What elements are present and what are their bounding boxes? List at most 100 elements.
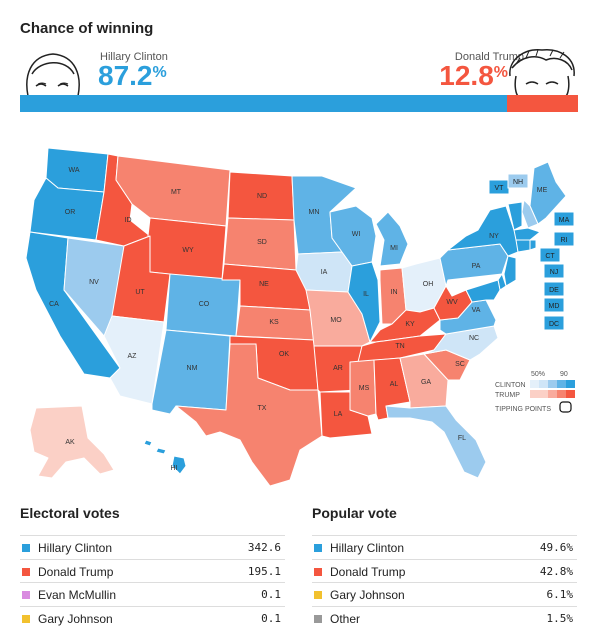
electoral-votes-row: Donald Trump 195.1 — [20, 558, 285, 583]
state-label-CO: CO — [199, 301, 210, 308]
legend-swatch — [314, 591, 322, 599]
state-IL[interactable] — [347, 261, 381, 343]
state-AK[interactable] — [29, 405, 115, 479]
chance-bar — [20, 95, 578, 112]
small-state-box-DC[interactable]: DC — [543, 315, 565, 331]
legend-swatch — [22, 544, 30, 552]
state-label-UT: UT — [135, 289, 145, 296]
legend-tipping-label: TIPPING POINTS — [495, 406, 551, 413]
state-TX[interactable] — [175, 343, 323, 487]
small-state-box-MD[interactable]: MD — [543, 297, 565, 313]
candidate-name: Donald Trump — [330, 564, 406, 579]
candidate-value: 1.5% — [546, 611, 574, 625]
state-VT[interactable] — [507, 201, 523, 231]
state-label-MT: MT — [171, 189, 182, 196]
small-state-box-CT[interactable]: CT — [539, 247, 561, 263]
small-state-label-MD: MD — [549, 303, 560, 310]
state-label-NY: NY — [489, 233, 499, 240]
state-label-AZ: AZ — [128, 353, 138, 360]
state-AZ[interactable] — [103, 315, 165, 405]
candidate-value: 49.6% — [539, 541, 573, 554]
small-state-label-VT: VT — [495, 185, 505, 192]
state-label-SC: SC — [455, 361, 465, 368]
legend-swatch-rep — [557, 390, 566, 398]
candidate-name: Gary Johnson — [38, 611, 113, 626]
state-label-OR: OR — [65, 209, 76, 216]
state-label-KS: KS — [269, 319, 279, 326]
state-label-MI: MI — [390, 245, 398, 252]
small-state-box-DE[interactable]: DE — [543, 281, 565, 297]
legend-swatch — [22, 614, 30, 623]
candidate-value: 0.1 — [261, 611, 281, 625]
state-label-WI: WI — [352, 231, 361, 238]
state-HI[interactable] — [143, 439, 187, 475]
legend-swatch — [314, 567, 322, 576]
state-NM[interactable] — [151, 329, 231, 415]
state-NY[interactable] — [447, 205, 519, 257]
state-label-OK: OK — [279, 351, 289, 358]
legend-swatch-rep — [530, 390, 539, 398]
trump-chance-bar — [506, 95, 578, 112]
state-label-FL: FL — [458, 435, 466, 442]
candidate-value: 42.8% — [539, 564, 573, 578]
state-MD[interactable] — [465, 279, 501, 303]
small-state-box-RI[interactable]: RI — [553, 231, 575, 247]
candidate-name: Gary Johnson — [330, 588, 405, 602]
state-label-ID: ID — [125, 217, 132, 224]
state-label-PA: PA — [472, 263, 481, 270]
clinton-name: Hillary Clinton — [100, 51, 168, 63]
state-MA[interactable] — [513, 227, 541, 241]
state-label-WA: WA — [68, 167, 79, 174]
popular-vote-row: Gary Johnson 6.1% — [312, 582, 577, 606]
legend-tick-50: 50% — [531, 371, 545, 378]
small-state-label-RI: RI — [561, 237, 568, 244]
candidate-value: 195.1 — [247, 564, 281, 578]
state-FL[interactable] — [385, 405, 487, 479]
electoral-votes-title: Electoral votes — [20, 505, 120, 521]
page-title: Chance of winning — [20, 20, 154, 37]
legend-swatch — [314, 544, 322, 552]
small-state-label-DE: DE — [549, 287, 559, 294]
small-state-box-MA[interactable]: MA — [553, 211, 575, 227]
state-label-IA: IA — [321, 269, 328, 276]
legend-swatch-dem — [539, 380, 548, 388]
state-RI[interactable] — [529, 239, 537, 251]
state-label-MN: MN — [309, 209, 320, 216]
small-state-box-NJ[interactable]: NJ — [543, 263, 565, 279]
legend-swatch — [22, 591, 30, 599]
legend-swatch-dem — [566, 380, 575, 388]
candidate-value: 342.6 — [247, 541, 281, 554]
state-label-ME: ME — [537, 187, 548, 194]
legend-swatch-dem — [557, 380, 566, 388]
state-label-TN: TN — [395, 343, 404, 350]
legend-swatch — [314, 614, 322, 623]
state-label-IL: IL — [363, 291, 369, 298]
state-label-LA: LA — [334, 411, 343, 418]
state-label-HI: HI — [171, 465, 178, 472]
state-CT[interactable] — [515, 239, 531, 253]
us-electoral-map: WA OR CA NV ID MT WY UT AZ CO NM ND SD NE KS OK TX MN IA MO… — [25, 147, 575, 487]
legend-swatch-rep — [548, 390, 557, 398]
state-label-IN: IN — [391, 289, 398, 296]
state-label-CA: CA — [49, 301, 59, 308]
candidate-value: 0.1 — [261, 588, 281, 601]
legend-tick-90: 90 — [560, 371, 568, 378]
candidate-value: 6.1% — [546, 588, 574, 601]
state-label-NV: NV — [89, 279, 99, 286]
trump-portrait-icon — [509, 49, 575, 96]
popular-vote-title: Popular vote — [312, 505, 397, 521]
trump-chance: 12.8% — [439, 60, 508, 91]
small-state-box-NH[interactable]: NH — [507, 173, 529, 189]
state-label-AR: AR — [333, 365, 343, 372]
state-label-AL: AL — [390, 381, 399, 388]
state-NJ[interactable] — [503, 255, 517, 287]
map-legend: 50% 90 CLINTON TRUMP TIPPING POINTS — [495, 371, 575, 413]
small-state-box-VT[interactable]: VT — [488, 179, 510, 195]
popular-vote-row: Donald Trump 42.8% — [312, 558, 577, 583]
state-MI[interactable] — [375, 211, 409, 267]
legend-swatch — [22, 567, 30, 576]
state-label-TX: TX — [258, 405, 267, 412]
electoral-votes-row: Gary Johnson 0.1 — [20, 605, 285, 630]
state-label-KY: KY — [405, 321, 415, 328]
electoral-votes-table: Hillary Clinton 342.6 Donald Trump 195.1 Eva… — [20, 535, 285, 629]
